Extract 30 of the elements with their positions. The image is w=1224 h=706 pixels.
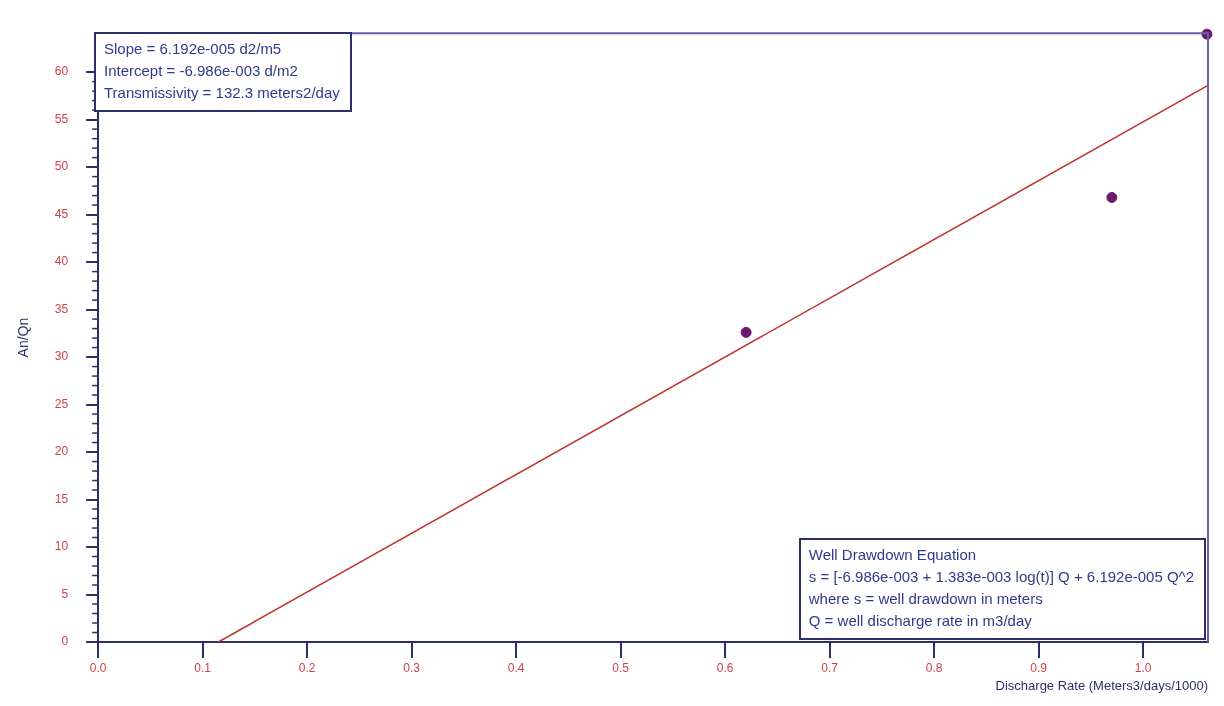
y-tick-label: 0 (61, 634, 69, 649)
x-tick-label: 0.3 (403, 660, 421, 675)
point (740, 326, 752, 338)
y-tick-label: 50 (54, 159, 69, 174)
y-tick-label: 25 (54, 396, 69, 411)
x-tick-label: 0.1 (194, 660, 212, 675)
annotation: Well Drawdown Equation s = [-6.986e-003 + 1.383e-003 log(t)] Q + 6.192e-005 Q^2 where s = well drawdown in meters Q = well discharge rate in m3/day (798, 538, 1206, 640)
x-tick-label: 0.0 (89, 660, 107, 675)
y-axis-title: An/Qn (15, 317, 32, 358)
x-axis-title: Discharge Rate (Meters3/days/1000) (995, 677, 1208, 693)
y-tick-label: 30 (54, 349, 69, 364)
x-tick-label: 0.7 (821, 660, 839, 675)
y-tick-label: 15 (54, 491, 69, 506)
x-tick-label: 0.5 (612, 660, 630, 675)
y-tick-label: 35 (54, 301, 69, 316)
y-tick-label: 20 (54, 444, 69, 459)
y-tick-label: 10 (54, 539, 69, 554)
y-tick-label: 45 (54, 206, 69, 221)
x-tick-label: 0.4 (507, 660, 525, 675)
y-tick-label: 5 (61, 586, 69, 601)
y-tick-label: 40 (54, 254, 69, 269)
x-tick-label: 0.2 (298, 660, 316, 675)
annotation: Slope = 6.192e-005 d2/m5 Intercept = -6.986e-003 d/m2 Transmissivity = 132.3 meters2/day (94, 32, 352, 112)
y-tick-label: 60 (54, 64, 69, 79)
x-tick-label: 0.9 (1030, 660, 1048, 675)
y-tick-label: 55 (54, 111, 69, 126)
x-tick-label: 1.0 (1134, 660, 1152, 675)
x-tick-label: 0.6 (716, 660, 734, 675)
point (1106, 192, 1118, 204)
x-tick-label: 0.8 (925, 660, 943, 675)
